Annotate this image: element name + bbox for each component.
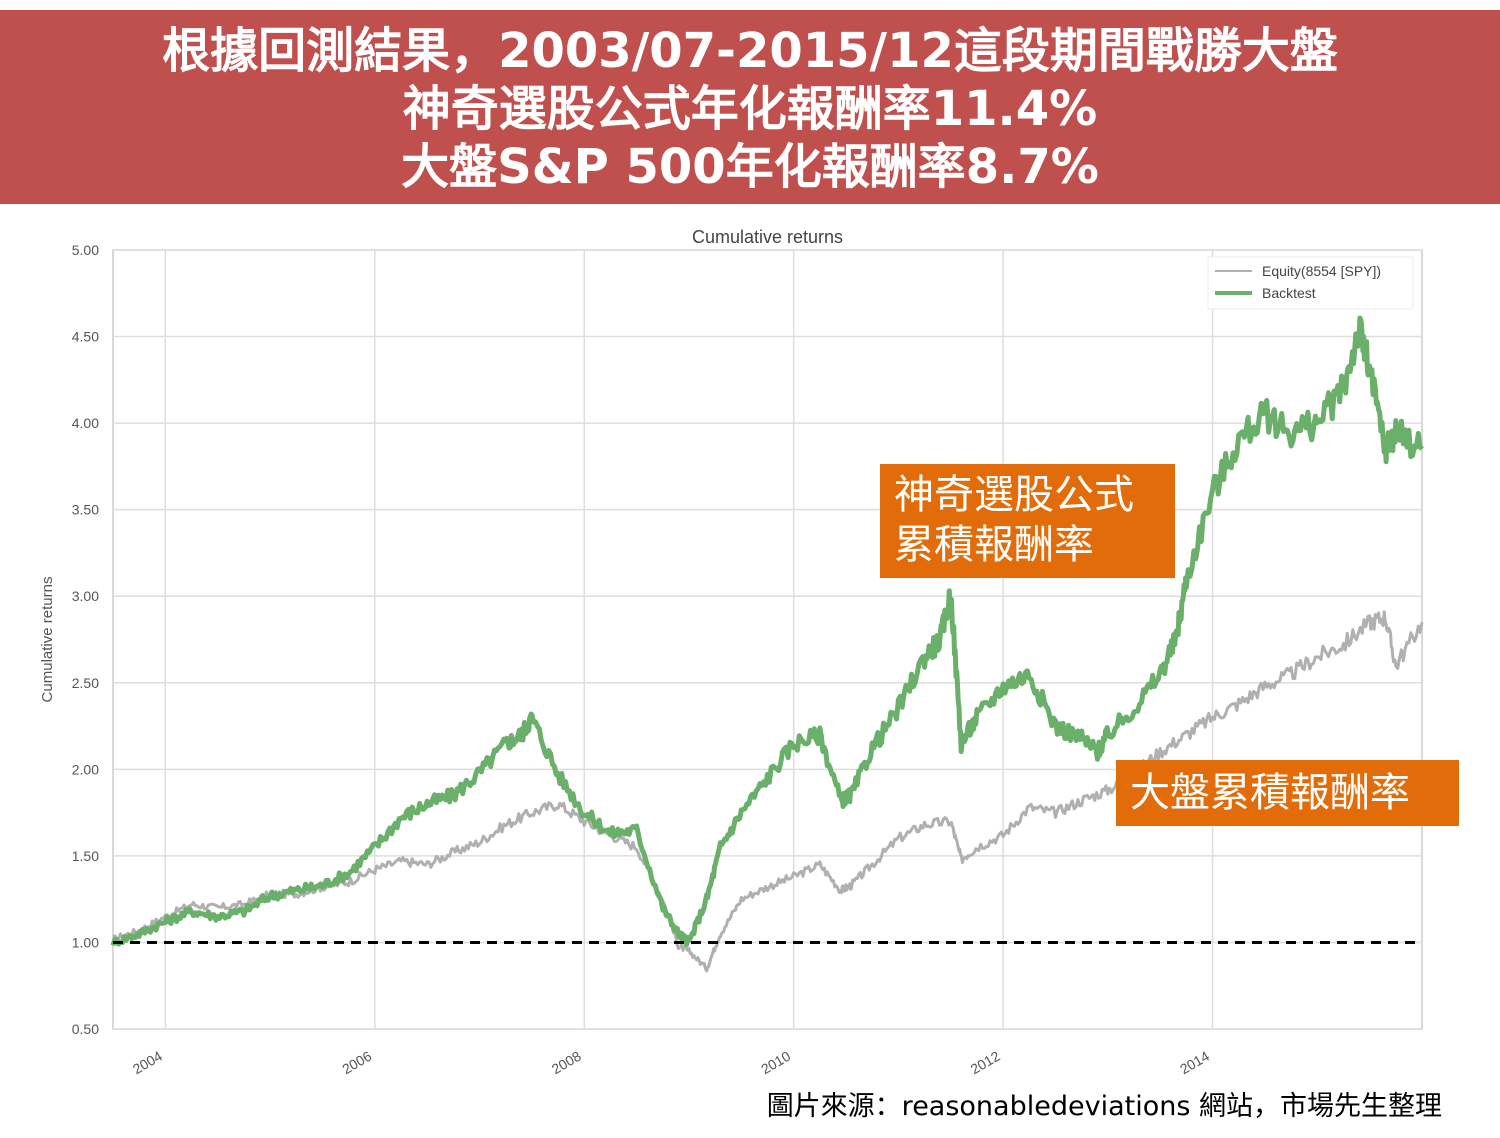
- chart-series: [110, 315, 1424, 973]
- x-tick-label: 2010: [758, 1048, 793, 1078]
- y-tick-label: 1.00: [72, 934, 99, 950]
- image-source-credit: 圖片來源：reasonabledeviations 網站，市場先生整理: [766, 1091, 1442, 1122]
- callout-backtest: 神奇選股公式 累積報酬率: [880, 464, 1175, 578]
- y-tick-label: 1.50: [72, 848, 99, 864]
- legend-label: Backtest: [1262, 285, 1316, 301]
- chart-title: Cumulative returns: [692, 227, 843, 247]
- x-tick-label: 2008: [549, 1048, 584, 1078]
- legend-box: [1207, 256, 1414, 310]
- legend-label: Equity(8554 [SPY]): [1262, 263, 1381, 279]
- x-tick-label: 2004: [130, 1048, 165, 1078]
- y-axis-label: Cumulative returns: [39, 577, 56, 703]
- series-line-backtest: [110, 315, 1424, 947]
- y-tick-label: 2.00: [72, 761, 99, 777]
- chart-grid: [112, 249, 1423, 1030]
- x-tick-label: 2014: [1177, 1048, 1212, 1078]
- banner-line-2: 神奇選股公式年化報酬率11.4%: [402, 81, 1098, 137]
- y-tick-label: 5.00: [72, 242, 99, 258]
- x-tick-label: 2012: [968, 1048, 1003, 1078]
- plot-frame: [112, 249, 1423, 1030]
- chart-legend: Equity(8554 [SPY]) Backtest: [1207, 256, 1414, 310]
- y-tick-label: 0.50: [72, 1021, 99, 1037]
- title-banner: 根據回測結果，2003/07-2015/12這段期間戰勝大盤 神奇選股公式年化報…: [0, 10, 1500, 204]
- callout-backtest-line-1: 神奇選股公式: [894, 472, 1134, 518]
- cumulative-returns-chart: 0.50 1.00 1.50 2.00 2.50 3.00 3.50 4.00 4.50 5.00…: [39, 227, 1424, 1078]
- y-tick-label: 3.50: [72, 502, 99, 518]
- y-tick-label: 4.00: [72, 415, 99, 431]
- y-tick-label: 2.50: [72, 675, 99, 691]
- banner-line-3: 大盤S&P 500年化報酬率8.7%: [401, 139, 1099, 195]
- y-tick-label: 4.50: [72, 329, 99, 345]
- callout-market: 大盤累積報酬率: [1116, 760, 1459, 826]
- banner-line-1: 根據回測結果，2003/07-2015/12這段期間戰勝大盤: [162, 23, 1338, 79]
- callout-backtest-line-2: 累積報酬率: [894, 522, 1094, 568]
- y-tick-label: 3.00: [72, 588, 99, 604]
- x-tick-label: 2006: [339, 1048, 374, 1078]
- series-line-spy: [112, 610, 1424, 973]
